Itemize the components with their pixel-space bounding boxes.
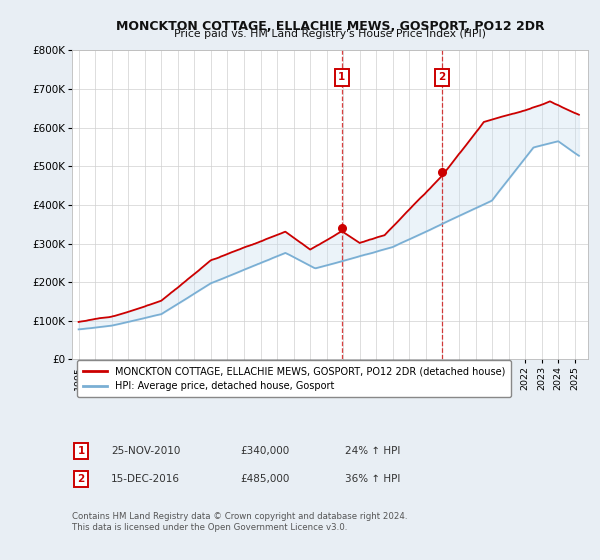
Text: 1: 1 — [338, 72, 345, 82]
Text: Contains HM Land Registry data © Crown copyright and database right 2024.
This d: Contains HM Land Registry data © Crown c… — [72, 512, 407, 532]
Legend: MONCKTON COTTAGE, ELLACHIE MEWS, GOSPORT, PO12 2DR (detached house), HPI: Averag: MONCKTON COTTAGE, ELLACHIE MEWS, GOSPORT… — [77, 361, 511, 397]
Text: 15-DEC-2016: 15-DEC-2016 — [111, 474, 180, 484]
Text: 1: 1 — [77, 446, 85, 456]
Text: 24% ↑ HPI: 24% ↑ HPI — [345, 446, 400, 456]
Text: 2: 2 — [439, 72, 446, 82]
Text: 36% ↑ HPI: 36% ↑ HPI — [345, 474, 400, 484]
Text: 25-NOV-2010: 25-NOV-2010 — [111, 446, 181, 456]
Text: Price paid vs. HM Land Registry's House Price Index (HPI): Price paid vs. HM Land Registry's House … — [174, 29, 486, 39]
Text: 2: 2 — [77, 474, 85, 484]
Text: MONCKTON COTTAGE, ELLACHIE MEWS, GOSPORT, PO12 2DR: MONCKTON COTTAGE, ELLACHIE MEWS, GOSPORT… — [116, 20, 544, 32]
Text: £485,000: £485,000 — [240, 474, 289, 484]
Text: £340,000: £340,000 — [240, 446, 289, 456]
